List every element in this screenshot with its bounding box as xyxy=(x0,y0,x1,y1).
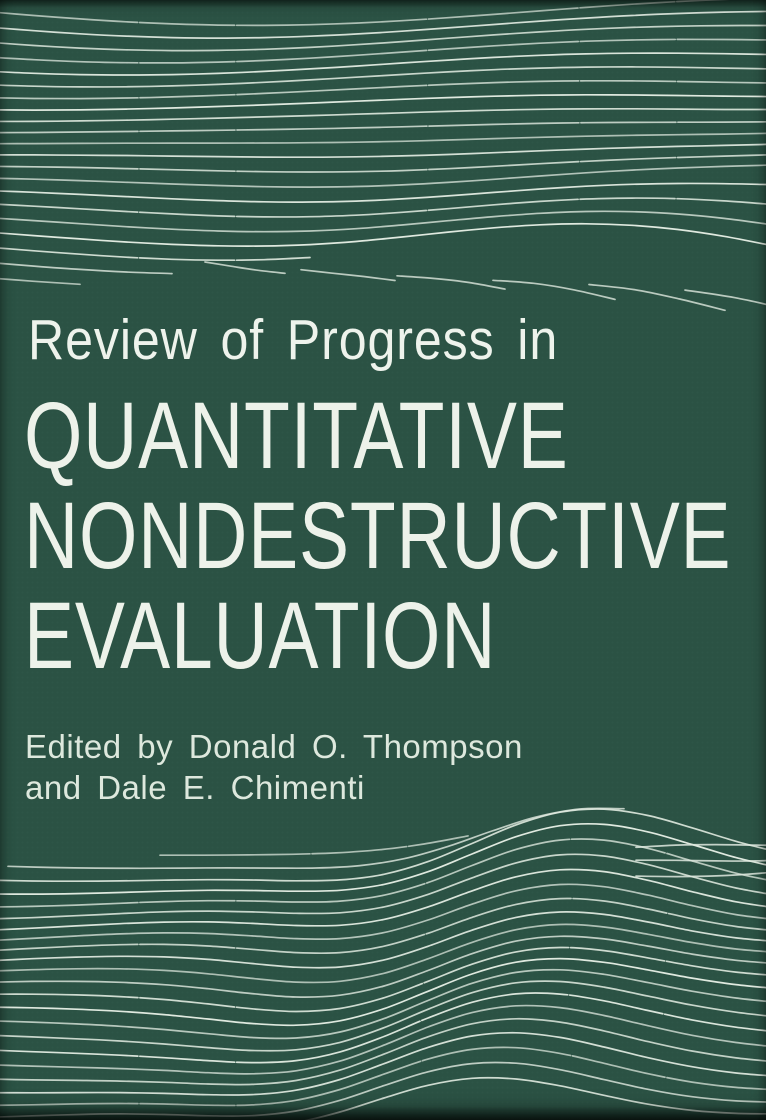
credit-line-1: Edited by Donald O. Thompson xyxy=(25,728,523,765)
editors-credit: Edited by Donald O. Thompson and Dale E.… xyxy=(25,726,523,808)
book-title: QUANTITATIVE NONDESTRUCTIVE EVALUATION xyxy=(24,386,766,686)
title-line-3: EVALUATION xyxy=(24,583,497,689)
credit-line-2: and Dale E. Chimenti xyxy=(25,769,365,806)
series-line: Review of Progress in xyxy=(28,308,559,372)
title-line-1: QUANTITATIVE xyxy=(24,383,569,489)
top-wave-pattern xyxy=(0,0,766,312)
title-line-2: NONDESTRUCTIVE xyxy=(24,483,732,589)
bottom-wave-pattern xyxy=(0,807,766,1120)
